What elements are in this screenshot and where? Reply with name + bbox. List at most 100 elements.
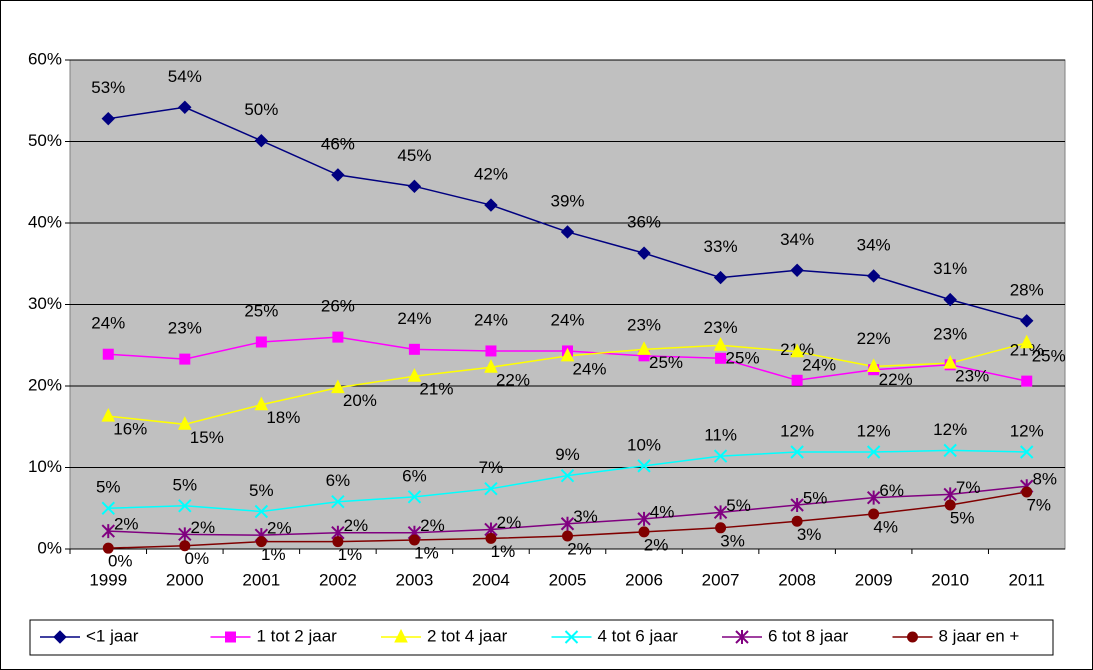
x-tick-label: 2001 [242,570,280,589]
x-tick-label: 2000 [166,570,204,589]
marker [178,527,192,542]
data-label: 22% [857,329,891,348]
marker [331,168,345,182]
data-label: 1% [338,545,363,564]
x-tick-label: 2005 [549,570,587,589]
marker [907,631,918,643]
marker [790,343,804,358]
data-label: 4% [873,517,898,536]
data-label: 12% [1010,421,1044,440]
marker [254,133,269,148]
data-label: 7% [1026,495,1051,514]
data-label: 4% [650,502,675,521]
data-label: 20% [343,391,377,410]
marker [715,522,727,534]
marker [179,540,191,552]
data-label: 23% [704,318,738,337]
marker [560,225,575,239]
data-label: 24% [572,359,606,378]
marker [255,336,267,348]
marker [407,179,422,194]
marker [332,536,344,548]
marker [178,100,192,114]
data-label: 25% [1032,346,1066,365]
data-label: 5% [96,478,121,497]
data-label: 21% [419,380,453,399]
y-tick-label: 50% [28,131,62,150]
marker [713,270,728,285]
data-label: 1% [261,545,286,564]
data-label: 36% [627,213,661,232]
marker [101,111,115,126]
data-label: 23% [933,324,967,343]
marker [484,198,498,212]
marker [564,630,579,644]
legend-label: 6 tot 8 jaar [768,626,849,645]
data-label: 7% [956,478,981,497]
data-label: 42% [474,165,508,184]
marker [407,368,422,382]
marker [944,499,956,511]
data-label: 50% [244,100,278,119]
marker [562,530,573,542]
marker [407,490,422,504]
data-label: 25% [244,301,278,320]
data-label: 54% [168,67,202,86]
data-label: 2% [191,518,216,537]
legend-label: <1 jaar [86,626,139,645]
data-label: 3% [720,531,745,550]
data-label: 39% [550,191,584,210]
y-tick-label: 40% [28,212,62,231]
marker [637,459,651,473]
data-label: 5% [803,488,828,507]
x-tick-label: 2004 [472,570,510,589]
data-label: 23% [168,319,202,338]
marker [943,292,957,307]
x-tick-label: 2006 [625,570,663,589]
data-label: 3% [573,507,598,526]
marker [866,445,881,459]
y-tick-label: 0% [37,538,62,557]
data-label: 33% [704,237,738,256]
data-label: 5% [726,496,751,515]
data-label: 1% [491,542,516,561]
data-label: 6% [402,466,427,485]
data-label: 21% [1010,341,1044,360]
y-tick-label: 30% [28,294,62,313]
legend-label: 8 jaar en + [939,626,1020,645]
data-label: 34% [780,230,814,249]
marker [101,408,116,422]
data-label: 0% [185,549,210,568]
marker [1019,334,1034,349]
data-label: 1% [414,544,439,563]
data-label: 24% [550,310,584,329]
marker [332,331,344,343]
data-label: 9% [555,445,580,464]
data-label: 2% [267,519,292,538]
marker [225,631,236,643]
data-label: 5% [173,475,198,494]
data-label: 12% [780,421,814,440]
data-label: 25% [649,353,683,372]
legend-label: 2 tot 4 jaar [427,626,508,645]
data-label: 10% [627,435,661,454]
data-label: 46% [321,134,355,153]
y-tick-label: 20% [28,375,62,394]
marker [560,347,575,362]
data-label: 2% [344,516,369,535]
data-label: 24% [802,355,836,374]
marker [638,526,650,538]
marker [102,348,114,360]
data-label: 23% [627,315,661,334]
marker [1020,314,1034,328]
marker [331,495,345,509]
data-label: 7% [479,458,504,477]
x-tick-label: 2007 [702,570,740,589]
legend-label: 1 tot 2 jaar [257,626,338,645]
marker [791,374,803,386]
marker [866,490,881,505]
marker [1021,375,1033,387]
data-label: 12% [933,420,967,439]
marker [560,516,575,531]
